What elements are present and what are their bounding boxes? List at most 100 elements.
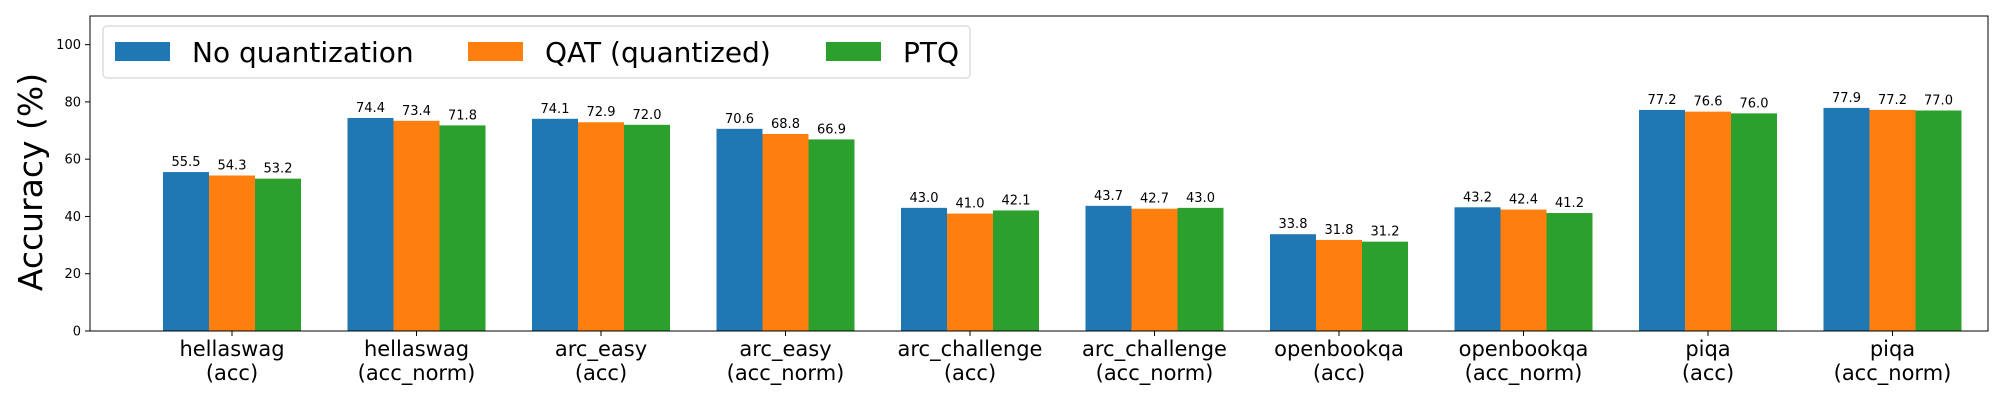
- x-tick-label-line: arc_challenge: [1082, 337, 1227, 362]
- data-label: 31.2: [1371, 225, 1400, 240]
- data-label: 73.4: [402, 104, 431, 119]
- x-tick-label-line: hellaswag: [179, 337, 284, 361]
- data-label: 53.2: [264, 162, 293, 177]
- y-tick-label: 20: [64, 267, 81, 282]
- x-tick-label: hellaswag (acc_norm): [358, 337, 476, 386]
- data-label: 43.2: [1463, 190, 1492, 205]
- x-tick-label-line: openbookqa: [1459, 337, 1589, 361]
- data-label: 72.9: [587, 105, 616, 120]
- x-tick-label-line: (acc): [575, 361, 627, 385]
- bar: [255, 178, 301, 331]
- data-label: 77.2: [1648, 93, 1677, 108]
- x-tick-label-line: (acc): [1313, 361, 1365, 385]
- plot-frame: [89, 15, 1989, 332]
- x-tick-label-line: (acc): [1682, 361, 1734, 385]
- x-tick-label-line: (acc_norm): [1465, 361, 1583, 386]
- data-label: 76.6: [1694, 95, 1723, 110]
- bar: [1731, 113, 1777, 331]
- bar: [209, 175, 255, 331]
- x-tick-label: piqa (acc): [1682, 337, 1734, 385]
- bar: [1500, 209, 1547, 331]
- data-label: 42.1: [1002, 193, 1031, 208]
- x-tick-label-line: (acc): [944, 361, 996, 385]
- bar: [532, 118, 578, 332]
- bar: [393, 120, 440, 332]
- x-tick-label: openbookqa (acc): [1274, 337, 1404, 385]
- x-tick-label-line: (acc_norm): [1096, 361, 1214, 386]
- data-label: 41.0: [956, 197, 985, 212]
- bar: [1177, 207, 1224, 331]
- bar: [163, 172, 209, 331]
- bar: [1823, 107, 1870, 331]
- data-label: 77.9: [1832, 91, 1861, 106]
- data-label: 43.0: [910, 191, 939, 206]
- data-label: 43.7: [1094, 189, 1123, 204]
- x-tick-label: hellaswag (acc): [179, 337, 284, 385]
- data-label: 74.4: [356, 101, 385, 116]
- x-tick-label-line: openbookqa: [1274, 337, 1404, 361]
- x-tick-label-line: arc_easy: [739, 337, 831, 362]
- bar: [993, 210, 1039, 331]
- bar: [624, 124, 670, 332]
- x-tick-label: arc_challenge (acc): [898, 337, 1043, 385]
- bar: [1915, 110, 1962, 331]
- data-label: 33.8: [1279, 217, 1308, 232]
- data-label: 77.2: [1878, 93, 1907, 108]
- x-tick-label: arc_easy (acc): [555, 337, 647, 385]
- data-label: 41.2: [1555, 196, 1584, 211]
- x-tick-label-line: (acc): [206, 361, 258, 385]
- y-tick-label: 100: [56, 38, 81, 53]
- x-tick-label-line: arc_easy: [555, 337, 647, 362]
- x-tick-label: openbookqa (acc_norm): [1459, 337, 1589, 386]
- legend-box: [102, 25, 971, 79]
- bar: [716, 128, 763, 331]
- bar: [1270, 234, 1316, 331]
- bars-layer: 55.5 54.3 53.2 74.4 73.4 71.8 74.1 72.9 72.0 70.6…: [163, 91, 1962, 332]
- y-axis-label: Accuracy (%): [11, 73, 50, 291]
- y-tick-label: 40: [64, 210, 81, 225]
- bar: [808, 139, 855, 331]
- data-label: 72.0: [633, 108, 662, 123]
- data-label: 42.4: [1509, 193, 1538, 208]
- legend-label: QAT (quantized): [545, 36, 771, 69]
- bar: [947, 213, 993, 331]
- y-tick-label: 0: [73, 325, 81, 340]
- data-label: 68.8: [771, 117, 800, 132]
- bar: [1362, 241, 1408, 331]
- y-tick-label: 60: [64, 153, 81, 168]
- bar: [439, 125, 486, 332]
- x-tick-label-line: piqa: [1870, 337, 1915, 361]
- x-tick-label: arc_easy (acc_norm): [727, 337, 845, 386]
- bar: [1546, 213, 1593, 331]
- data-label: 71.8: [448, 108, 477, 123]
- x-tick-label-line: arc_challenge: [898, 337, 1043, 362]
- legend: No quantization QAT (quantized) PTQ: [102, 25, 971, 79]
- x-tick-label-line: piqa: [1685, 337, 1730, 361]
- data-label: 54.3: [218, 159, 247, 174]
- bar: [347, 117, 394, 331]
- bar: [1131, 208, 1178, 331]
- data-label: 77.0: [1924, 94, 1953, 109]
- bar: [1685, 111, 1731, 332]
- bar: [578, 122, 624, 331]
- legend-swatch: [826, 42, 881, 61]
- data-label: 31.8: [1325, 223, 1354, 238]
- bar: [1869, 109, 1916, 331]
- legend-swatch: [468, 42, 523, 61]
- bar: [901, 207, 947, 331]
- bar: [1454, 207, 1501, 331]
- legend-swatch: [115, 42, 170, 61]
- x-tick-label-line: hellaswag: [364, 337, 469, 361]
- data-label: 76.0: [1740, 96, 1769, 111]
- x-tick-label-line: (acc_norm): [1834, 361, 1952, 386]
- data-label: 43.0: [1186, 191, 1215, 206]
- axes-layer: hellaswag (acc)hellaswag (acc_norm)arc_eas…: [56, 15, 1989, 386]
- x-tick-label: piqa (acc_norm): [1834, 337, 1952, 386]
- bar: [762, 133, 809, 331]
- x-tick-label: arc_challenge (acc_norm): [1082, 337, 1227, 386]
- legend-label: PTQ: [903, 36, 959, 69]
- data-label: 55.5: [172, 155, 201, 170]
- bar: [1639, 109, 1685, 331]
- data-label: 74.1: [541, 102, 570, 117]
